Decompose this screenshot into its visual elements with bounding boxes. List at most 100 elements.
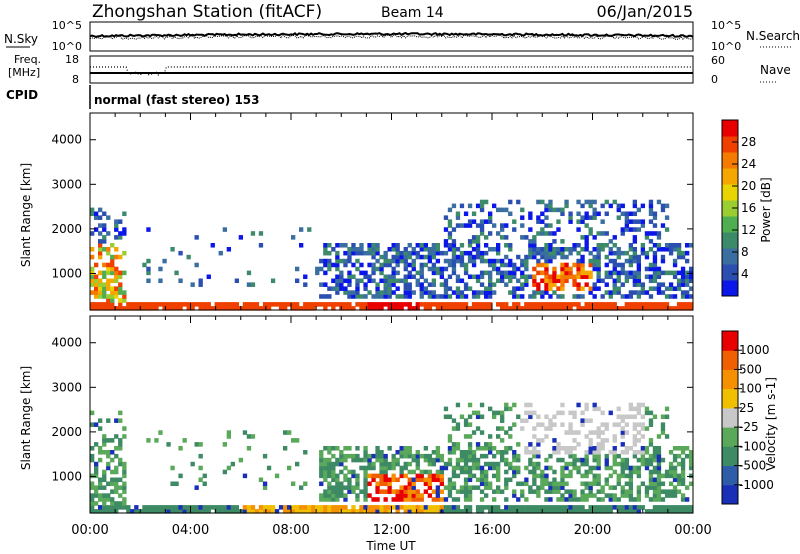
range-time-cell — [612, 461, 617, 467]
range-time-cell — [383, 294, 388, 299]
range-time-cell — [455, 294, 461, 299]
range-time-cell — [258, 477, 264, 483]
range-time-cell — [676, 282, 682, 287]
range-time-cell — [568, 219, 573, 224]
range-time-cell — [162, 306, 167, 311]
range-time-cell — [668, 473, 674, 479]
range-time-cell — [532, 481, 537, 487]
range-time-cell — [383, 481, 388, 487]
range-time-cell — [391, 457, 396, 463]
range-time-cell — [435, 453, 441, 459]
range-time-cell — [427, 453, 433, 459]
range-time-cell — [122, 290, 127, 295]
range-time-cell — [415, 493, 420, 498]
range-time-cell — [110, 477, 115, 483]
range-time-cell — [110, 294, 115, 299]
range-time-cell — [226, 509, 232, 514]
range-time-cell — [383, 497, 388, 502]
range-time-cell — [150, 302, 155, 307]
range-time-cell — [644, 302, 650, 307]
colorbar-cell — [722, 232, 738, 249]
range-time-cell — [118, 418, 123, 423]
range-time-cell — [238, 457, 244, 463]
range-time-cell — [548, 426, 553, 431]
range-time-cell — [492, 446, 497, 451]
range-time-cell — [455, 290, 461, 295]
range-time-cell — [403, 453, 408, 459]
range-time-cell — [367, 306, 372, 311]
range-time-cell — [632, 302, 638, 307]
range-time-cell — [479, 207, 485, 213]
range-time-cell — [327, 258, 332, 264]
range-time-cell — [299, 227, 304, 232]
range-time-cell — [447, 306, 453, 311]
range-time-cell — [335, 477, 340, 483]
colorbar-tick-label: -100 — [739, 439, 766, 453]
range-time-cell — [479, 290, 485, 295]
range-time-cell — [106, 250, 111, 256]
range-time-cell — [640, 453, 646, 459]
range-time-cell — [379, 489, 384, 494]
range-time-cell — [479, 489, 485, 494]
range-time-cell — [596, 266, 601, 272]
range-time-cell — [548, 509, 553, 514]
range-time-cell — [455, 473, 461, 479]
range-time-cell — [568, 215, 573, 220]
colorbar-cell — [722, 216, 738, 233]
range-time-cell — [500, 223, 505, 228]
range-time-cell — [588, 302, 593, 307]
range-time-cell — [528, 457, 533, 463]
range-time-cell — [604, 465, 609, 471]
range-time-cell — [664, 509, 670, 514]
range-time-cell — [648, 442, 654, 447]
range-time-cell — [672, 306, 678, 311]
range-time-cell — [576, 469, 581, 475]
range-time-cell — [339, 450, 344, 455]
range-time-cell — [656, 434, 662, 439]
range-time-cell — [423, 254, 429, 260]
range-time-cell — [496, 477, 501, 483]
range-time-cell — [612, 270, 617, 276]
range-time-cell — [644, 254, 650, 260]
colorbar-cell — [722, 465, 738, 486]
range-time-cell — [556, 410, 561, 416]
range-time-cell — [484, 505, 489, 510]
range-time-cell — [379, 266, 384, 272]
range-time-cell — [102, 438, 107, 443]
range-time-cell — [451, 302, 457, 307]
range-time-cell — [94, 215, 99, 220]
range-time-cell — [652, 223, 658, 228]
range-time-cell — [419, 270, 424, 276]
range-time-cell — [415, 461, 420, 467]
range-time-cell — [150, 505, 155, 510]
range-time-cell — [544, 286, 549, 291]
range-time-cell — [467, 286, 473, 291]
range-time-cell — [118, 282, 123, 287]
range-time-cell — [319, 457, 324, 463]
range-time-cell — [283, 509, 288, 514]
range-time-cell — [652, 278, 658, 284]
range-time-cell — [504, 254, 509, 260]
range-time-cell — [620, 227, 625, 232]
range-time-cell — [419, 477, 424, 483]
range-time-cell — [616, 215, 621, 220]
range-time-cell — [504, 457, 509, 463]
range-time-cell — [451, 247, 457, 252]
range-time-cell — [660, 306, 666, 311]
range-time-cell — [656, 446, 662, 451]
range-time-cell — [331, 262, 336, 268]
range-time-cell — [544, 505, 549, 510]
range-time-cell — [351, 509, 356, 514]
range-time-cell — [323, 306, 328, 311]
range-time-cell — [540, 254, 545, 260]
range-time-cell — [676, 243, 682, 248]
range-time-cell — [588, 481, 593, 487]
range-time-cell — [628, 254, 634, 260]
range-time-cell — [102, 450, 107, 455]
range-time-cell — [106, 465, 111, 471]
range-time-cell — [576, 266, 581, 272]
range-time-cell — [431, 457, 437, 463]
range-time-cell — [110, 489, 115, 494]
range-time-cell — [672, 286, 678, 291]
range-time-cell — [142, 306, 147, 311]
